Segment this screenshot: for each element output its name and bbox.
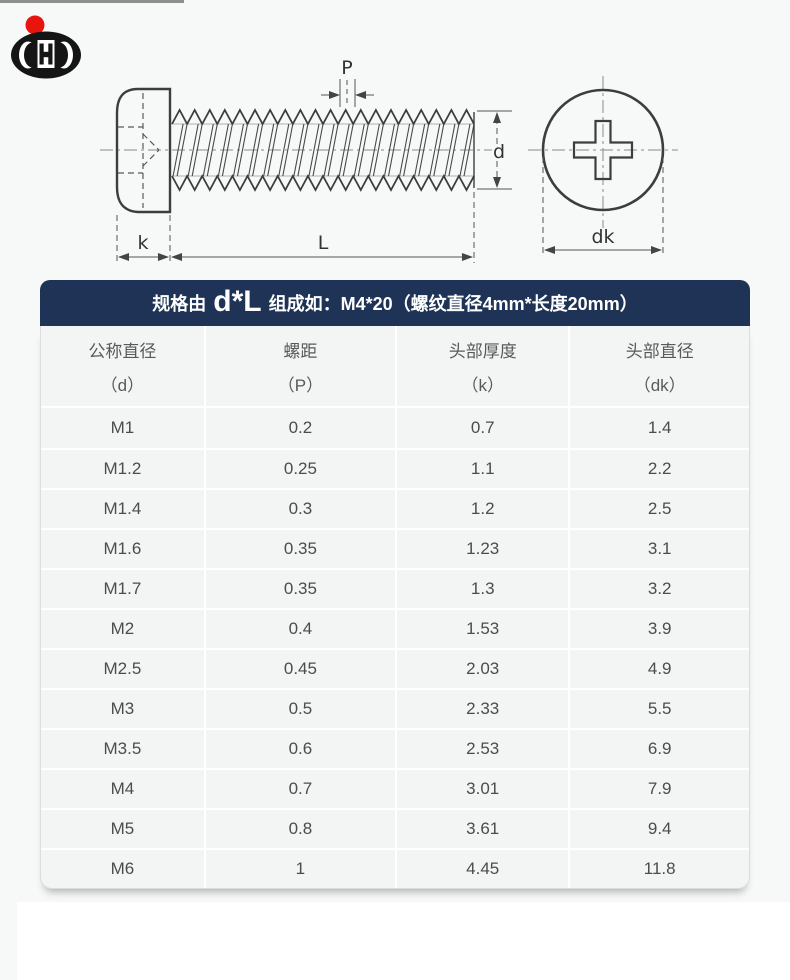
table-cell: M1.4: [41, 488, 204, 528]
table-cell: M1: [41, 408, 204, 448]
column-name: 头部直径: [626, 337, 694, 362]
table-cell: 2.5: [568, 488, 749, 528]
table-cell: M2.5: [41, 648, 204, 688]
table-cell: 1.3: [395, 568, 568, 608]
table-cell: M1.7: [41, 568, 204, 608]
table-cell: 1.23: [395, 528, 568, 568]
spec-table-body: M10.20.71.4M1.20.251.12.2M1.40.31.22.5M1…: [41, 406, 749, 888]
table-cell: 4.9: [568, 648, 749, 688]
table-cell: 0.6: [204, 728, 395, 768]
table-cell: 6.9: [568, 728, 749, 768]
next-section-panel: [17, 902, 790, 980]
table-cell: 0.7: [204, 768, 395, 808]
column-header-dk: 头部直径 （dk）: [568, 326, 749, 406]
screw-technical-drawing: P d k L dk: [0, 0, 790, 275]
column-header-d: 公称直径 （d）: [41, 326, 204, 406]
table-cell: 0.45: [204, 648, 395, 688]
table-cell: M6: [41, 848, 204, 888]
table-cell: 0.3: [204, 488, 395, 528]
table-cell: 0.35: [204, 568, 395, 608]
table-cell: 0.4: [204, 608, 395, 648]
column-name: 螺距: [283, 337, 317, 362]
column-symbol: （dk）: [634, 371, 686, 396]
title-emphasis: d*L: [213, 285, 261, 319]
spec-table-card: 规格由 d*L 组成如：M4*20（螺纹直径4mm*长度20mm） 公称直径 （…: [40, 280, 750, 889]
column-name: 公称直径: [88, 337, 156, 362]
table-cell: 3.1: [568, 528, 749, 568]
column-header-p: 螺距 （P）: [204, 326, 395, 406]
table-cell: 0.25: [204, 448, 395, 488]
table-cell: 5.5: [568, 688, 749, 728]
column-symbol: （k）: [461, 371, 504, 396]
table-cell: 0.8: [204, 808, 395, 848]
table-cell: M1.2: [41, 448, 204, 488]
table-cell: 0.7: [395, 408, 568, 448]
table-cell: 11.8: [568, 848, 749, 888]
table-cell: 1.1: [395, 448, 568, 488]
table-cell: 0.2: [204, 408, 395, 448]
table-cell: 2.33: [395, 688, 568, 728]
column-symbol: （d）: [101, 371, 144, 396]
table-cell: M3: [41, 688, 204, 728]
spec-table-title: 规格由 d*L 组成如：M4*20（螺纹直径4mm*长度20mm）: [40, 280, 750, 326]
title-prefix: 规格由: [152, 290, 206, 316]
table-cell: 1.4: [568, 408, 749, 448]
screw-side-view: [100, 79, 512, 263]
table-cell: 2.53: [395, 728, 568, 768]
table-cell: 3.2: [568, 568, 749, 608]
table-cell: 0.5: [204, 688, 395, 728]
product-spec-page: P d k L dk 规格由 d*L 组成如：M4*20（螺纹直径4mm*长度2…: [0, 0, 790, 980]
table-cell: M2: [41, 608, 204, 648]
dimension-label-length: L: [318, 232, 329, 254]
dimension-pitch: [321, 79, 374, 107]
dimension-label-pitch: P: [341, 57, 352, 79]
table-cell: 2.03: [395, 648, 568, 688]
dimension-label-head-height: k: [137, 232, 148, 254]
table-cell: 1.2: [395, 488, 568, 528]
column-header-k: 头部厚度 （k）: [395, 326, 568, 406]
table-cell: M4: [41, 768, 204, 808]
table-cell: 9.4: [568, 808, 749, 848]
table-cell: 3.9: [568, 608, 749, 648]
spec-table-header-row: 公称直径 （d） 螺距 （P） 头部厚度 （k） 头部直径 （dk）: [41, 326, 749, 406]
table-cell: M1.6: [41, 528, 204, 568]
dimension-label-diameter: d: [493, 141, 505, 163]
column-symbol: （P）: [278, 371, 323, 396]
table-cell: 0.35: [204, 528, 395, 568]
table-cell: 2.2: [568, 448, 749, 488]
dimension-label-head-diameter: dk: [591, 226, 614, 248]
table-cell: 1.53: [395, 608, 568, 648]
table-cell: 1: [204, 848, 395, 888]
title-suffix: 组成如：M4*20（螺纹直径4mm*长度20mm）: [269, 290, 638, 316]
table-cell: 4.45: [395, 848, 568, 888]
table-cell: 3.61: [395, 808, 568, 848]
table-cell: 7.9: [568, 768, 749, 808]
spec-table: 公称直径 （d） 螺距 （P） 头部厚度 （k） 头部直径 （dk） M10.2…: [40, 326, 750, 889]
column-name: 头部厚度: [449, 337, 517, 362]
table-cell: 3.01: [395, 768, 568, 808]
table-cell: M5: [41, 808, 204, 848]
table-cell: M3.5: [41, 728, 204, 768]
